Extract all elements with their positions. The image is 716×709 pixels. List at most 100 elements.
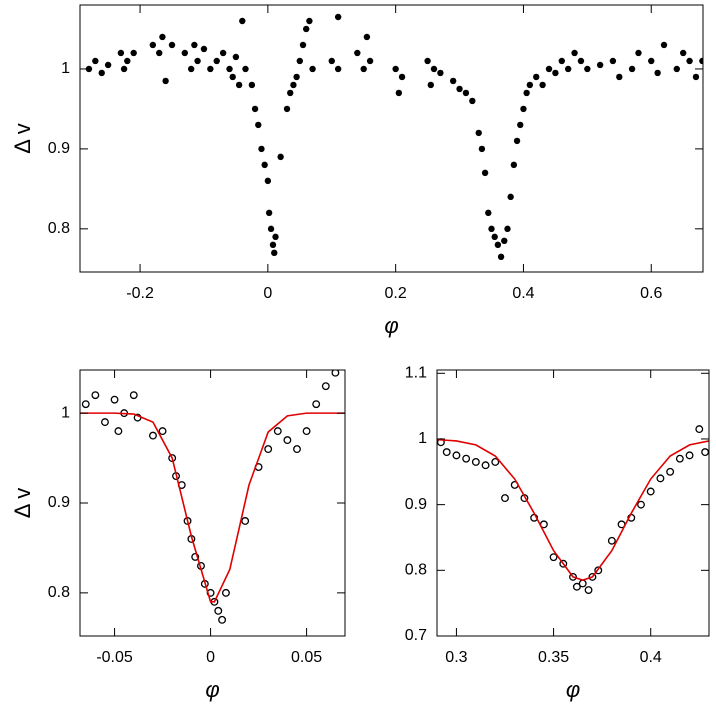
data-point [637, 500, 645, 509]
y-tick-label: 0.9 [48, 494, 70, 511]
x-tick-label: 0.4 [640, 649, 662, 666]
data-point [594, 566, 603, 575]
data-point [156, 49, 163, 57]
data-point [181, 49, 188, 57]
data-point [504, 225, 511, 233]
x-axis-label: φ [205, 677, 219, 702]
data-point [584, 65, 591, 73]
data-point [265, 209, 273, 217]
y-tick-label: 0.8 [48, 220, 70, 237]
data-point [191, 552, 200, 561]
y-tick-label: 0.9 [405, 496, 427, 513]
y-tick-label: 0.9 [48, 140, 70, 157]
data-point [328, 57, 335, 65]
data-point [456, 85, 463, 93]
data-point [497, 253, 505, 261]
data-point [675, 454, 684, 463]
data-point [331, 370, 340, 377]
x-tick-label: -0.2 [126, 285, 154, 302]
x-tick-label: 0.3 [445, 649, 467, 666]
data-point [229, 73, 236, 81]
data-point [158, 427, 167, 436]
data-point [312, 400, 321, 409]
data-point [398, 73, 406, 81]
y-tick-label: 1 [418, 430, 427, 447]
data-point [395, 89, 403, 97]
data-point [104, 61, 112, 69]
data-point [81, 400, 90, 409]
data-point [523, 89, 530, 97]
data-point [559, 559, 568, 568]
y-tick-label: 1 [61, 60, 70, 77]
data-point [306, 17, 313, 25]
x-tick-label: 0.4 [512, 285, 534, 302]
data-point [701, 448, 709, 457]
data-point [114, 427, 123, 436]
data-point [427, 81, 434, 89]
plot-frame [79, 4, 704, 273]
data-point [485, 209, 492, 217]
data-point [299, 41, 307, 49]
y-tick-label: 0.7 [405, 627, 427, 644]
data-point [628, 65, 636, 73]
data-point [437, 69, 444, 77]
data-point [149, 431, 157, 440]
data-point [449, 77, 457, 85]
plot-area [437, 425, 709, 594]
data-point [296, 57, 304, 65]
data-point [218, 615, 227, 624]
data-point [251, 105, 259, 113]
data-point [129, 391, 138, 400]
x-axis-label: φ [566, 677, 580, 702]
data-point [501, 494, 509, 503]
data-point [491, 233, 498, 241]
data-point [354, 49, 361, 57]
data-point [685, 451, 694, 460]
data-point [255, 121, 262, 129]
data-point [507, 193, 514, 201]
data-point [241, 517, 250, 525]
data-point [481, 461, 490, 470]
data-point [130, 49, 137, 57]
data-point [424, 57, 431, 65]
data-point [695, 425, 704, 434]
data-point [569, 572, 577, 581]
data-point [462, 454, 471, 463]
data-point [221, 588, 230, 597]
data-point [302, 25, 310, 33]
data-point [232, 53, 240, 61]
data-point [271, 249, 278, 257]
data-point [656, 474, 665, 483]
data-point [679, 49, 687, 57]
data-point [239, 17, 246, 25]
data-point [334, 13, 342, 21]
data-point [442, 448, 451, 457]
data-point [124, 57, 131, 65]
y-tick-label: 1 [61, 404, 70, 421]
data-point [85, 65, 93, 73]
data-point [392, 65, 399, 73]
data-point [363, 33, 371, 41]
data-point [242, 65, 249, 73]
data-point [258, 145, 265, 153]
data-point [207, 65, 214, 73]
x-tick-label: 0.6 [640, 285, 662, 302]
data-point [471, 458, 480, 466]
data-point [261, 161, 268, 169]
data-point [520, 105, 527, 113]
data-point [120, 65, 128, 73]
fit-curve [80, 412, 345, 603]
data-point [360, 65, 367, 73]
data-point [452, 451, 461, 460]
data-point [273, 427, 282, 436]
y-tick-label: 0.8 [405, 562, 427, 579]
data-point [92, 57, 99, 65]
data-point [248, 81, 256, 89]
data-point [564, 65, 572, 73]
data-point [226, 65, 233, 73]
data-point [290, 81, 297, 89]
data-point [558, 57, 565, 65]
data-point [571, 49, 578, 57]
data-point [545, 65, 553, 73]
